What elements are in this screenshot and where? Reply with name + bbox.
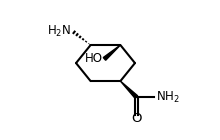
Text: HO: HO bbox=[85, 52, 103, 65]
Polygon shape bbox=[103, 45, 120, 60]
Text: O: O bbox=[131, 112, 142, 125]
Text: H$_2$N: H$_2$N bbox=[47, 24, 71, 39]
Text: NH$_2$: NH$_2$ bbox=[156, 89, 180, 105]
Polygon shape bbox=[120, 81, 138, 98]
